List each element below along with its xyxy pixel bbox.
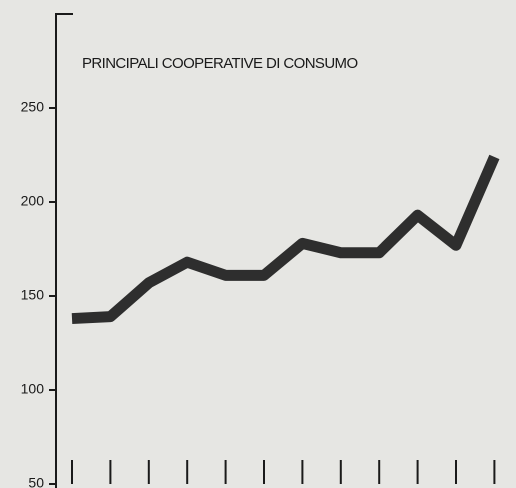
y-tick-label: 200 xyxy=(21,193,45,209)
y-tick-label: 50 xyxy=(28,475,44,488)
y-tick-label: 100 xyxy=(21,381,45,397)
chart-title: PRINCIPALI COOPERATIVE DI CONSUMO xyxy=(82,55,358,72)
data-line xyxy=(71,154,500,325)
y-tick-label: 250 xyxy=(21,99,45,115)
y-tick-label: 150 xyxy=(21,287,45,303)
